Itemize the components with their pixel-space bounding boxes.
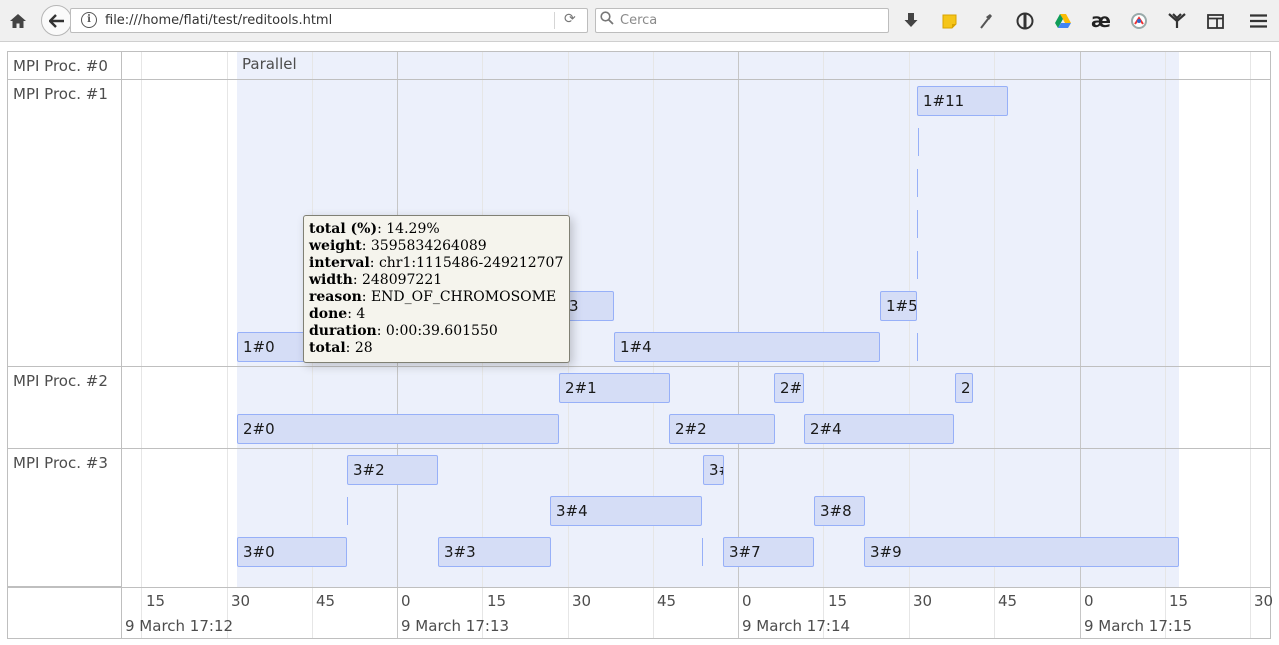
timeline-item[interactable]: 2#0 [237, 414, 559, 444]
search-placeholder: Cerca [620, 13, 658, 28]
timeline[interactable]: Parallel MPI Proc. #0 MPI Proc. #1 MPI P… [7, 51, 1274, 639]
axis-minor-label: 30 [1254, 592, 1274, 610]
axis-minor-label: 30 [913, 592, 933, 610]
axis-minor-label: 15 [487, 592, 507, 610]
parallel-label: Parallel [242, 55, 297, 73]
axis-minor-label: 0 [401, 592, 411, 610]
drive-icon[interactable] [1053, 11, 1073, 31]
timeline-item[interactable]: 3#2 [347, 455, 438, 485]
menu-icon[interactable] [1248, 11, 1268, 31]
tooltip-row: duration: 0:00:39.601550 [309, 323, 498, 339]
axis-minor-label: 0 [1084, 592, 1094, 610]
extension-icon[interactable] [1015, 11, 1035, 31]
timeline-item[interactable]: 3#0 [237, 537, 347, 567]
search-icon [600, 11, 614, 29]
browser-toolbar: i file:///home/flati/test/reditools.html… [0, 0, 1279, 42]
tooltip-row: reason: END_OF_CHROMOSOME [309, 289, 557, 305]
axis-major-label: 9 March 17:14 [742, 617, 851, 635]
back-icon [48, 13, 64, 28]
timeline-item[interactable]: 3#9 [864, 537, 1179, 567]
timeline-point[interactable] [702, 538, 703, 566]
tooltip-row: width: 248097221 [309, 272, 443, 288]
dropper-icon[interactable] [977, 11, 995, 31]
back-button[interactable] [41, 5, 72, 36]
info-icon[interactable]: i [81, 12, 97, 28]
axis-minor-label: 15 [146, 592, 166, 610]
note-icon[interactable] [940, 11, 958, 31]
axis-minor-label: 30 [231, 592, 251, 610]
timeline-point[interactable] [917, 169, 918, 197]
row-separator [122, 79, 1270, 80]
item-tooltip: total (%): 14.29% weight: 3595834264089 … [303, 215, 570, 363]
timeline-item[interactable]: 3 [563, 291, 614, 321]
axis-minor-label: 30 [572, 592, 592, 610]
timeline-point[interactable] [917, 333, 918, 361]
axis-minor-label: 0 [742, 592, 752, 610]
timeline-item[interactable]: 1#4 [614, 332, 880, 362]
timeline-point[interactable] [918, 128, 919, 156]
download-icon[interactable] [902, 11, 920, 31]
axis-major-label: 9 March 17:12 [125, 617, 234, 635]
timeline-item[interactable]: 3#4 [550, 496, 702, 526]
timeline-point[interactable] [917, 210, 918, 238]
axis-left-border [121, 587, 122, 638]
timeline-item[interactable]: 2# [774, 373, 804, 403]
axis-minor-label: 15 [1169, 592, 1189, 610]
tooltip-row: total: 28 [309, 340, 373, 356]
row-separator [122, 448, 1270, 449]
timeline-item[interactable]: 2#2 [669, 414, 775, 444]
grid-line [1250, 52, 1251, 638]
group-label-proc-2: MPI Proc. #2 [8, 367, 122, 449]
axis-minor-label: 15 [828, 592, 848, 610]
address-bar[interactable]: i file:///home/flati/test/reditools.html… [70, 8, 588, 33]
timeline-point[interactable] [917, 251, 918, 279]
axis-minor-label: 45 [316, 592, 336, 610]
grid-line [1165, 52, 1166, 638]
grid-line [141, 52, 142, 638]
axis-major-label: 9 March 17:15 [1084, 617, 1193, 635]
grid-line [994, 52, 995, 638]
tooltip-row: weight: 3595834264089 [309, 238, 487, 254]
timeline-item[interactable]: 3#8 [814, 496, 865, 526]
timeline-item[interactable]: 2#1 [559, 373, 670, 403]
timeline-item[interactable]: 3# [703, 455, 724, 485]
timeline-item[interactable]: 2#4 [804, 414, 954, 444]
group-label-proc-0: MPI Proc. #0 [8, 52, 122, 80]
search-input[interactable]: Cerca [595, 8, 889, 33]
timeline-item[interactable]: 3#3 [438, 537, 551, 567]
grid-line [227, 52, 228, 638]
url-text: file:///home/flati/test/reditools.html [105, 13, 333, 28]
grid-line [1080, 52, 1081, 638]
tooltip-row: done: 4 [309, 306, 366, 322]
tree-icon[interactable] [1167, 11, 1187, 31]
grid-line [909, 52, 910, 638]
circle-icon[interactable] [1129, 11, 1149, 31]
timeline-point[interactable] [347, 497, 348, 525]
address-separator [554, 12, 555, 29]
group-label-proc-1: MPI Proc. #1 [8, 80, 122, 367]
sidebar-icon[interactable] [1205, 11, 1225, 31]
tooltip-row: interval: chr1:1115486-249212707 [309, 255, 564, 271]
ae-icon[interactable]: æ [1091, 10, 1111, 32]
timeline-item[interactable]: 1#5 [880, 291, 917, 321]
home-icon[interactable] [8, 11, 28, 31]
tooltip-row: total (%): 14.29% [309, 221, 440, 237]
axis-major-label: 9 March 17:13 [401, 617, 510, 635]
group-label-proc-3: MPI Proc. #3 [8, 449, 122, 587]
timeline-item[interactable]: 3#7 [723, 537, 814, 567]
timeline-item[interactable]: 1#0 [237, 332, 307, 362]
timeline-item[interactable]: 2 [955, 373, 973, 403]
axis-minor-label: 45 [657, 592, 677, 610]
row-separator [122, 366, 1270, 367]
reload-icon[interactable]: ⟳ [564, 11, 576, 27]
axis-separator [8, 587, 1270, 588]
axis-minor-label: 45 [998, 592, 1018, 610]
timeline-item[interactable]: 1#11 [917, 86, 1008, 116]
